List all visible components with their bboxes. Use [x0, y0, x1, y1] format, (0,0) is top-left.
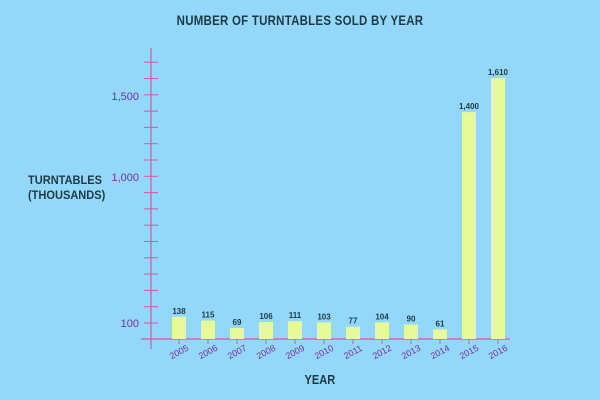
data-label-2013: 90: [407, 315, 416, 324]
x-tick-label-2011: 2011: [342, 343, 364, 361]
bar-2010: [317, 322, 331, 339]
data-label-2010: 103: [317, 313, 331, 322]
data-label-2011: 77: [349, 317, 358, 326]
x-tick-label-2006: 2006: [197, 343, 219, 361]
x-tick-label-2014: 2014: [429, 343, 451, 361]
x-axis-label: YEAR: [304, 372, 336, 387]
bar-2006: [201, 320, 215, 339]
bar-2016: [491, 78, 505, 340]
x-tick-label-2013: 2013: [400, 343, 422, 361]
x-tick-label-2016: 2016: [487, 343, 509, 361]
x-tick-label-2010: 2010: [313, 343, 335, 361]
chart-title: NUMBER OF TURNTABLES SOLD BY YEAR: [176, 12, 424, 28]
data-label-2009: 111: [289, 311, 302, 320]
data-label-2014: 61: [436, 319, 445, 328]
data-label-2016: 1,610: [488, 68, 509, 77]
x-tick-label-2009: 2009: [284, 343, 306, 361]
x-tick-label-2007: 2007: [226, 343, 248, 361]
data-label-2015: 1,400: [459, 102, 480, 111]
data-label-2012: 104: [375, 312, 389, 321]
bar-2008: [259, 322, 273, 339]
x-tick-label-2012: 2012: [371, 343, 393, 361]
bar-2015: [462, 112, 476, 339]
data-label-2007: 69: [233, 318, 242, 327]
x-tick-label-2008: 2008: [255, 343, 277, 361]
data-label-2005: 138: [172, 307, 186, 316]
bar-2007: [230, 328, 244, 339]
bar-2013: [404, 324, 418, 339]
y-axis-label: TURNTABLES (THOUSANDS): [28, 173, 106, 202]
bar-2014: [433, 329, 447, 339]
y-tick-label: 1,000: [111, 172, 139, 184]
bar-2011: [346, 326, 360, 339]
y-tick-label: 100: [121, 318, 139, 330]
x-tick-label-2015: 2015: [458, 343, 480, 361]
data-label-2006: 115: [202, 311, 215, 320]
bar-2005: [172, 316, 186, 339]
bar-2009: [288, 321, 302, 339]
bar-2012: [375, 322, 389, 339]
y-tick-label: 1,500: [111, 91, 139, 103]
data-label-2008: 106: [259, 312, 273, 321]
x-tick-label-2005: 2005: [168, 343, 190, 361]
